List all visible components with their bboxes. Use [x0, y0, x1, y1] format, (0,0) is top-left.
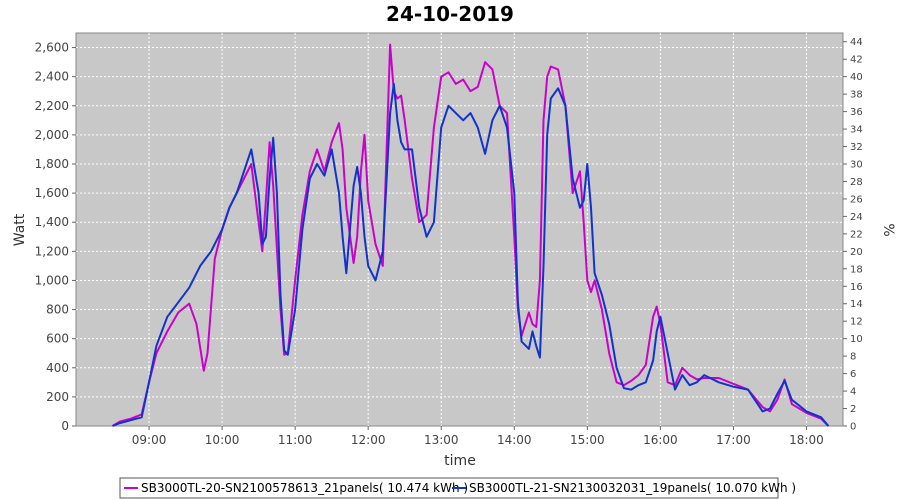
y2-tick-label: 40 — [850, 72, 863, 83]
y-tick-label: 400 — [46, 361, 69, 375]
legend-label-series-2: SB3000TL-21-SN2130032031_19panels( 10.07… — [469, 481, 796, 495]
plot-area — [75, 32, 844, 427]
y2-tick-label: 12 — [850, 317, 863, 328]
y2-tick-label: 22 — [850, 229, 863, 240]
axes: 02004006008001,0001,2001,4001,6001,8002,… — [35, 37, 863, 447]
x-tick-label: 13:00 — [424, 433, 459, 447]
y2-tick-label: 34 — [850, 125, 863, 136]
y-tick-label: 2,600 — [35, 41, 69, 55]
y-tick-label: 1,400 — [35, 215, 69, 229]
x-tick-label: 15:00 — [570, 433, 605, 447]
x-axis-label: time — [444, 453, 476, 469]
y-tick-label: 1,600 — [35, 186, 69, 200]
y-tick-label: 1,000 — [35, 273, 69, 287]
series-line-1 — [111, 43, 830, 427]
y2-tick-label: 4 — [850, 387, 856, 398]
y2-tick-label: 18 — [850, 264, 863, 275]
x-tick-label: 10:00 — [205, 433, 240, 447]
x-tick-label: 16:00 — [643, 433, 678, 447]
x-tick-label: 12:00 — [351, 433, 386, 447]
y-tick-label: 2,200 — [35, 99, 69, 113]
legend-label-series-1: SB3000TL-20-SN2100578613_21panels( 10.47… — [141, 481, 468, 495]
y2-tick-label: 26 — [850, 194, 863, 205]
y2-tick-label: 38 — [850, 90, 863, 101]
series-layer — [111, 43, 830, 427]
y2-tick-label: 14 — [850, 299, 863, 310]
y2-tick-label: 2 — [850, 404, 856, 415]
x-tick-label: 18:00 — [789, 433, 824, 447]
y2-tick-label: 32 — [850, 142, 863, 153]
y2-tick-label: 6 — [850, 369, 856, 380]
y2-tick-label: 20 — [850, 247, 863, 258]
legend: SB3000TL-20-SN2100578613_21panels( 10.47… — [119, 477, 796, 499]
y2-axis-label: % — [880, 223, 896, 236]
x-tick-label: 14:00 — [497, 433, 532, 447]
y2-tick-label: 30 — [850, 160, 863, 171]
y-tick-label: 600 — [46, 332, 69, 346]
y2-tick-label: 10 — [850, 334, 863, 345]
legend-box — [119, 477, 779, 499]
y2-tick-label: 42 — [850, 55, 863, 66]
x-tick-label: 09:00 — [132, 433, 167, 447]
y-tick-label: 2,400 — [35, 70, 69, 84]
chart-title: 24-10-2019 — [386, 2, 514, 26]
y2-tick-label: 28 — [850, 177, 863, 188]
y2-tick-label: 36 — [850, 107, 863, 118]
x-tick-label: 17:00 — [716, 433, 751, 447]
y-tick-label: 1,200 — [35, 244, 69, 258]
y-axis-label: Watt — [12, 213, 28, 246]
y-tick-label: 1,800 — [35, 157, 69, 171]
y2-tick-label: 8 — [850, 352, 856, 363]
y2-tick-label: 24 — [850, 212, 863, 223]
y-tick-label: 800 — [46, 303, 69, 317]
y-tick-label: 2,000 — [35, 128, 69, 142]
x-tick-label: 11:00 — [278, 433, 313, 447]
y2-tick-label: 16 — [850, 282, 863, 293]
y2-tick-label: 44 — [850, 37, 863, 48]
y-tick-label: 200 — [46, 390, 69, 404]
series-line-2 — [112, 82, 830, 427]
y-tick-label: 0 — [61, 419, 69, 433]
y2-tick-label: 0 — [850, 422, 856, 433]
